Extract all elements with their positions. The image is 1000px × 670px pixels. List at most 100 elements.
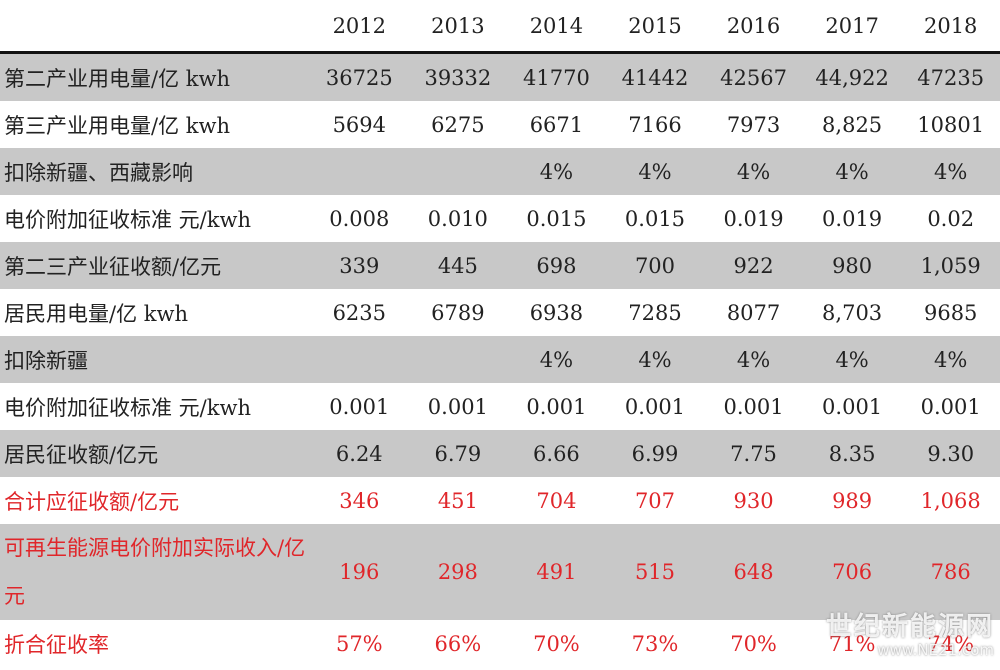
table-cell: 648 [704,524,803,620]
table-row: 居民征收额/亿元 6.24 6.79 6.66 6.99 7.75 8.35 9… [0,430,1000,477]
table-cell: 44,922 [802,52,902,101]
table-row: 电价附加征收标准 元/kwh 0.001 0.001 0.001 0.001 0… [0,383,1000,430]
table-cell: 0.001 [408,383,508,430]
table-cell: 451 [408,477,508,524]
year-header: 2015 [605,0,705,53]
table-cell: 4% [704,148,803,195]
table-cell: 0.008 [310,195,409,242]
table-cell: 71% [802,620,902,667]
table-cell: 700 [605,242,705,289]
table-cell: 0.001 [802,383,902,430]
table-cell [310,336,409,383]
table-cell: 1,059 [901,242,1000,289]
table-cell: 41770 [507,52,606,101]
table-cell: 6235 [310,289,409,336]
table-cell: 515 [605,524,705,620]
table-cell: 4% [802,148,902,195]
watermark-url: www.NE21.com [877,641,994,659]
table-cell: 4% [507,336,606,383]
table-cell: 298 [408,524,508,620]
table-cell: 6671 [507,101,606,148]
header-label-cell [0,0,311,53]
table-cell: 698 [507,242,606,289]
table-row: 第二三产业征收额/亿元 339 445 698 700 922 980 1,05… [0,242,1000,289]
table-cell: 70% [704,620,803,667]
table-cell: 0.001 [901,383,1000,430]
year-header: 2012 [310,0,409,53]
row-label: 第二产业用电量/亿 kwh [0,52,311,101]
row-label: 扣除新疆 [0,336,311,383]
row-label: 电价附加征收标准 元/kwh [0,383,311,430]
table-cell: 7973 [704,101,803,148]
table-cell: 9.30 [901,430,1000,477]
table-row: 电价附加征收标准 元/kwh 0.008 0.010 0.015 0.015 0… [0,195,1000,242]
table-cell: 36725 [310,52,409,101]
year-header: 2013 [408,0,508,53]
table-cell: 930 [704,477,803,524]
table-cell: 0.015 [605,195,705,242]
year-header: 2018 [901,0,1000,53]
watermark-text: 世纪新能源网 [825,612,994,642]
table-row: 居民用电量/亿 kwh 6235 6789 6938 7285 8077 8,7… [0,289,1000,336]
year-header: 2017 [802,0,902,53]
table-cell: 0.001 [507,383,606,430]
table-cell: 4% [605,336,705,383]
table-cell [408,148,508,195]
table-cell: 6.99 [605,430,705,477]
table-cell: 66% [408,620,508,667]
table-cell: 47235 [901,52,1000,101]
table-cell [408,336,508,383]
table-cell: 707 [605,477,705,524]
table-cell: 980 [802,242,902,289]
table-cell: 0.019 [802,195,902,242]
table-cell: 4% [901,336,1000,383]
table-cell: 346 [310,477,409,524]
table-cell: 5694 [310,101,409,148]
table-cell: 7166 [605,101,705,148]
table-cell: 8.35 [802,430,902,477]
table-cell: 39332 [408,52,508,101]
table-cell: 70% [507,620,606,667]
row-label: 第二三产业征收额/亿元 [0,242,311,289]
table-cell: 706 [802,524,902,620]
table-cell: 0.001 [704,383,803,430]
year-header: 2016 [704,0,803,53]
table-cell: 786 [901,524,1000,620]
table-cell: 491 [507,524,606,620]
table-row: 扣除新疆、西藏影响 4% 4% 4% 4% 4% [0,148,1000,195]
table-cell: 0.015 [507,195,606,242]
table-cell: 74% [901,620,1000,667]
row-label: 扣除新疆、西藏影响 [0,148,311,195]
year-header: 2014 [507,0,606,53]
table-cell: 6938 [507,289,606,336]
table-cell: 6.66 [507,430,606,477]
table-cell: 10801 [901,101,1000,148]
table-row: 可再生能源电价附加实际收入/亿元 196 298 491 515 648 706… [0,524,1000,620]
table-cell: 4% [901,148,1000,195]
watermark: 世纪新能源网 www.NE21.com [826,612,994,658]
table-cell: 339 [310,242,409,289]
row-label: 居民用电量/亿 kwh [0,289,311,336]
table-cell: 1,068 [901,477,1000,524]
table-cell: 8,825 [802,101,902,148]
table-cell: 6.24 [310,430,409,477]
table-row: 合计应征收额/亿元 346 451 704 707 930 989 1,068 [0,477,1000,524]
table-row: 第二产业用电量/亿 kwh 36725 39332 41770 41442 42… [0,52,1000,101]
table-cell: 41442 [605,52,705,101]
table-cell: 42567 [704,52,803,101]
table-cell: 7.75 [704,430,803,477]
table-cell: 0.019 [704,195,803,242]
table-cell: 57% [310,620,409,667]
table-cell: 7285 [605,289,705,336]
table-cell: 0.001 [310,383,409,430]
row-label: 合计应征收额/亿元 [0,477,311,524]
table-cell: 196 [310,524,409,620]
table-cell: 989 [802,477,902,524]
table-cell: 704 [507,477,606,524]
table-cell: 6.79 [408,430,508,477]
header-row: 2012 2013 2014 2015 2016 2017 2018 [0,0,1000,53]
row-label: 可再生能源电价附加实际收入/亿元 [0,524,311,620]
table-cell: 0.010 [408,195,508,242]
table-cell: 4% [507,148,606,195]
